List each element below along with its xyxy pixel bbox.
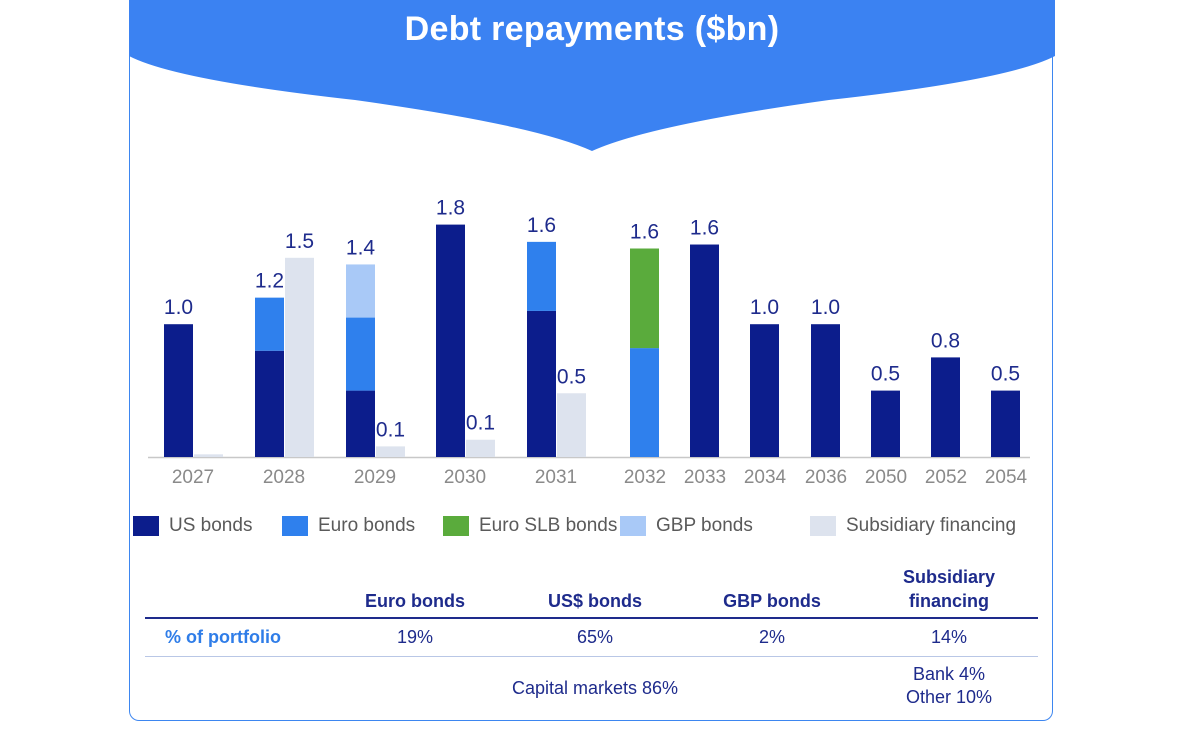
bar-2034-us-bonds bbox=[750, 324, 779, 457]
x-tick-2030: 2030 bbox=[444, 467, 486, 488]
data-label-2031-1: 0.5 bbox=[557, 365, 586, 388]
data-label-2033-0: 1.6 bbox=[690, 217, 719, 240]
data-label-2030-1: 0.1 bbox=[466, 412, 495, 435]
x-tick-2028: 2028 bbox=[263, 467, 305, 488]
data-label-2030-0: 1.8 bbox=[436, 197, 465, 220]
data-label-2028-0: 1.2 bbox=[255, 270, 284, 293]
title-banner bbox=[129, 0, 1055, 151]
data-label-2031-0: 1.6 bbox=[527, 214, 556, 237]
cell-bank: Bank 4% bbox=[912, 664, 986, 684]
row-label-portfolio: % of portfolio bbox=[165, 627, 281, 647]
legend-item-subsidiary-financing: Subsidiary financing bbox=[810, 513, 1016, 539]
data-label-2036-0: 1.0 bbox=[811, 296, 840, 319]
bar-2036-us-bonds bbox=[811, 324, 840, 457]
x-tick-2052: 2052 bbox=[925, 467, 967, 488]
data-label-2027-0: 1.0 bbox=[164, 296, 193, 319]
legend-label: Euro SLB bonds bbox=[479, 515, 618, 536]
bar-2030-subsidiary-financing bbox=[466, 439, 495, 457]
data-label-2050-0: 0.5 bbox=[871, 363, 900, 386]
legend-label: US bonds bbox=[169, 515, 253, 536]
data-label-2054-0: 0.5 bbox=[991, 363, 1020, 386]
data-label-2029-1: 0.1 bbox=[376, 418, 405, 441]
x-tick-2050: 2050 bbox=[865, 467, 907, 488]
chart-title: Debt repayments ($bn) bbox=[404, 10, 780, 48]
legend-swatch bbox=[810, 516, 836, 536]
x-tick-2029: 2029 bbox=[354, 467, 396, 488]
bar-2029-gbp-bonds bbox=[346, 264, 375, 318]
header-subsidiary: Subsidiary bbox=[902, 567, 996, 587]
data-label-2032-0: 1.6 bbox=[630, 221, 659, 244]
header-euro-bonds: Euro bonds bbox=[365, 591, 465, 611]
bar-2028-euro-bonds bbox=[255, 297, 284, 351]
x-tick-2036: 2036 bbox=[805, 467, 847, 488]
legend-item-euro-bonds: Euro bonds bbox=[282, 513, 415, 539]
bar-2033-us-bonds bbox=[690, 244, 719, 457]
chart-legend: US bonds Euro bonds Euro SLB bonds GBP bond… bbox=[133, 513, 1053, 539]
data-label-2028-1: 1.5 bbox=[285, 230, 314, 253]
header-financing: financing bbox=[909, 591, 989, 611]
data-label-2029-0: 1.4 bbox=[346, 236, 376, 259]
legend-item-gbp-bonds: GBP bonds bbox=[620, 513, 753, 539]
bar-2030-us-bonds bbox=[436, 224, 465, 457]
cell-us-pct: 65% bbox=[576, 627, 614, 647]
table-divider-mid bbox=[145, 656, 1038, 657]
data-label-2052-0: 0.8 bbox=[931, 329, 960, 352]
bar-2028-us-bonds bbox=[255, 350, 284, 457]
cell-other: Other 10% bbox=[905, 687, 993, 707]
bar-2032-euro-slb-bonds bbox=[630, 248, 659, 349]
bar-2027-us-bonds bbox=[164, 324, 193, 457]
x-tick-2027: 2027 bbox=[172, 467, 214, 488]
header-us-bonds: US$ bonds bbox=[547, 591, 642, 611]
table-divider-top bbox=[145, 617, 1038, 619]
bar-2052-us-bonds bbox=[931, 357, 960, 457]
legend-swatch bbox=[443, 516, 469, 536]
bar-2031-us-bonds bbox=[527, 310, 556, 457]
cell-capital-markets: Capital markets 86% bbox=[511, 678, 679, 698]
bar-2031-subsidiary-financing bbox=[557, 393, 586, 457]
bar-2028-subsidiary-financing bbox=[285, 257, 314, 457]
x-tick-2033: 2033 bbox=[684, 467, 726, 488]
x-tick-2034: 2034 bbox=[744, 467, 787, 488]
legend-swatch bbox=[282, 516, 308, 536]
bar-2029-subsidiary-financing bbox=[376, 446, 405, 457]
x-tick-2032: 2032 bbox=[624, 467, 666, 488]
header-gbp-bonds: GBP bonds bbox=[723, 591, 821, 611]
legend-label: Euro bonds bbox=[318, 515, 416, 536]
bar-2054-us-bonds bbox=[991, 390, 1020, 457]
data-label-2034-0: 1.0 bbox=[750, 296, 779, 319]
bar-2029-euro-bonds bbox=[346, 317, 375, 391]
legend-item-euro-slb-bonds: Euro SLB bonds bbox=[443, 513, 617, 539]
bar-2032-euro-bonds bbox=[630, 348, 659, 457]
cell-gbp-pct: 2% bbox=[758, 627, 785, 647]
cell-subsidiary-pct: 14% bbox=[930, 627, 968, 647]
bar-2029-us-bonds bbox=[346, 390, 375, 457]
x-tick-2054: 2054 bbox=[985, 467, 1028, 488]
bar-2027-subsidiary-financing bbox=[194, 454, 223, 457]
legend-swatch bbox=[133, 516, 159, 536]
legend-label: GBP bonds bbox=[656, 515, 753, 536]
legend-label: Subsidiary financing bbox=[846, 515, 1017, 536]
legend-swatch bbox=[620, 516, 646, 536]
bar-2031-euro-bonds bbox=[527, 241, 556, 311]
bar-2050-us-bonds bbox=[871, 390, 900, 457]
cell-euro-pct: 19% bbox=[396, 627, 434, 647]
legend-item-us-bonds: US bonds bbox=[133, 513, 252, 539]
x-tick-2031: 2031 bbox=[535, 467, 577, 488]
